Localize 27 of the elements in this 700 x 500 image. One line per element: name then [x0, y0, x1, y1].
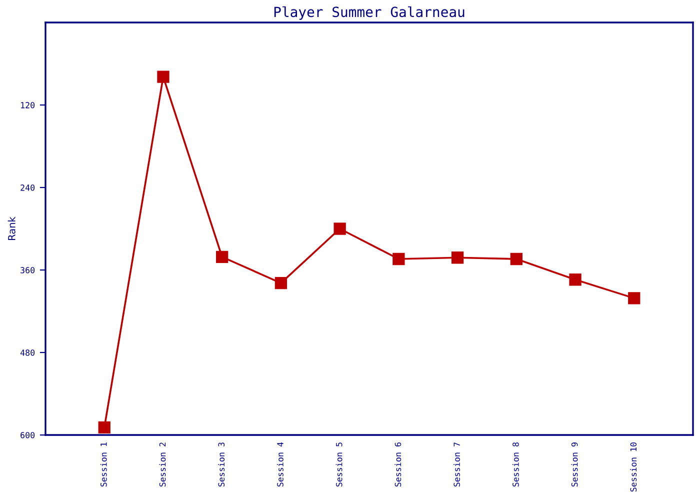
point [392, 252, 405, 266]
point [628, 292, 640, 304]
x-tick-label: Session 1 [100, 442, 107, 487]
point [216, 250, 228, 264]
point [98, 421, 110, 434]
point [157, 70, 170, 83]
point [274, 276, 288, 290]
point [334, 222, 346, 235]
y-tick-label: 480 [20, 350, 35, 356]
x-tick-label: Session 6 [394, 442, 402, 487]
y-tick-label: 360 [20, 267, 35, 274]
x-tick-label: Session 3 [218, 442, 225, 487]
x-tick-label: Session 9 [571, 442, 578, 487]
point [569, 274, 582, 286]
y-tick-label: 600 [20, 432, 35, 438]
y-axis-title: Rank [8, 216, 16, 240]
x-tick-label: Session 2 [159, 442, 166, 487]
point [510, 252, 522, 266]
x-tick-label: Session 4 [276, 442, 284, 487]
x-tick-label: Session 8 [512, 442, 519, 487]
chart-title: Player Summer Galarneau [274, 6, 464, 20]
y-tick-label: 240 [20, 184, 35, 191]
point [451, 252, 464, 264]
x-tick-label: Session 10 [630, 442, 637, 492]
x-tick-label: Session 7 [454, 442, 460, 487]
y-tick-label: 120 [21, 102, 35, 108]
x-tick-label: Session 5 [336, 442, 342, 487]
